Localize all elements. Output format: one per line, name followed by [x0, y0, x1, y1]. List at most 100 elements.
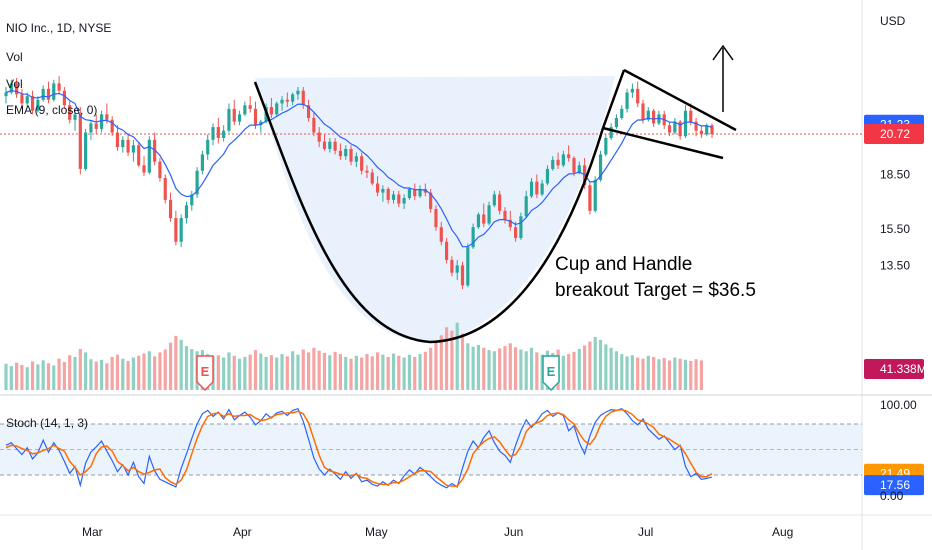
- candle: [667, 121, 672, 137]
- volume-bar: [535, 352, 539, 390]
- candle: [57, 76, 61, 95]
- volume-bar: [439, 335, 443, 390]
- candle-body: [222, 130, 226, 139]
- volume-bar: [524, 351, 528, 390]
- candle-body: [641, 103, 645, 120]
- candle-body: [444, 241, 449, 260]
- candle-body: [25, 96, 29, 104]
- candle-body: [593, 179, 597, 211]
- volume-bar: [641, 358, 645, 390]
- candle: [710, 123, 714, 139]
- candle-body: [57, 83, 61, 91]
- candle-body: [657, 114, 661, 124]
- candle-body: [15, 83, 19, 95]
- candle: [253, 101, 258, 129]
- candle: [614, 114, 619, 129]
- candle: [349, 145, 353, 166]
- earnings-marker: E: [196, 355, 214, 392]
- candle-body: [9, 83, 13, 93]
- volume-bar: [147, 351, 151, 390]
- annotation-line-2: breakout Target = $36.5: [555, 280, 756, 301]
- chart-title: NIO Inc., 1D, NYSE: [6, 21, 111, 35]
- candle-body: [4, 92, 8, 97]
- x-tick-may: May: [365, 525, 388, 539]
- candle: [444, 238, 449, 264]
- candle: [142, 156, 146, 177]
- candle-body: [52, 83, 56, 100]
- volume-bar: [482, 347, 486, 390]
- candle: [694, 117, 698, 137]
- candle-body: [131, 145, 135, 153]
- candle-body: [689, 110, 693, 122]
- volume-bar: [280, 354, 284, 390]
- candle-body: [429, 192, 433, 209]
- candle: [147, 136, 151, 175]
- volume-bar: [30, 361, 35, 390]
- volume-bar: [402, 357, 406, 390]
- candle-body: [269, 107, 274, 115]
- volume-bar: [264, 356, 268, 390]
- candle-body: [184, 205, 189, 219]
- volume-bar: [301, 349, 305, 390]
- candle-body: [434, 208, 438, 228]
- stoch-k-badge-text: 17.56: [880, 478, 910, 492]
- volume-bar: [450, 330, 454, 390]
- candle-body: [652, 110, 656, 124]
- volume-bar: [678, 358, 682, 390]
- candle: [291, 92, 295, 106]
- candle: [365, 165, 369, 179]
- volume-bar: [413, 356, 417, 390]
- candle-body: [126, 139, 130, 153]
- volume-bar: [46, 363, 51, 390]
- candle: [561, 150, 565, 168]
- candle-body: [524, 196, 528, 217]
- candle: [20, 88, 24, 109]
- candle: [89, 119, 93, 140]
- volume-bar: [460, 333, 465, 390]
- candle-body: [30, 96, 35, 111]
- candle-body: [312, 117, 316, 133]
- candle-body: [386, 188, 390, 200]
- candle: [397, 190, 401, 208]
- candle: [184, 201, 189, 224]
- volume-bar: [121, 358, 125, 390]
- volume-bar: [25, 367, 29, 390]
- volume-bar: [15, 362, 19, 390]
- candle-body: [551, 159, 555, 169]
- candle-body: [402, 198, 406, 204]
- candle-body: [572, 158, 576, 173]
- volume-bar: [636, 357, 640, 390]
- candle-body: [375, 183, 380, 193]
- candle-body: [476, 214, 481, 228]
- candle: [625, 88, 629, 113]
- volume-bar: [174, 335, 178, 390]
- volume-bar: [397, 355, 401, 390]
- volume-bar: [344, 356, 348, 390]
- candle-body: [498, 194, 502, 211]
- earnings-marker-shape: [542, 355, 560, 392]
- candle: [636, 81, 640, 108]
- candle: [556, 152, 560, 169]
- candle: [434, 205, 438, 231]
- volume-bar: [253, 350, 258, 390]
- volume-bar: [153, 356, 157, 390]
- candle: [280, 96, 284, 111]
- volume-bar: [57, 358, 61, 390]
- volume-bar: [466, 343, 470, 390]
- candle-body: [121, 139, 125, 148]
- volume-bar: [131, 357, 135, 390]
- candle: [30, 90, 35, 115]
- volume-bar: [142, 353, 146, 390]
- volume-bar: [322, 352, 327, 390]
- candle-body: [211, 127, 215, 140]
- candle-body: [291, 94, 295, 102]
- candle-body: [360, 156, 364, 171]
- volume-bar: [519, 349, 523, 390]
- candle-body: [705, 125, 709, 135]
- volume-bar: [4, 363, 8, 390]
- volume-bar: [593, 336, 597, 390]
- volume-bar: [652, 356, 656, 390]
- candle: [391, 190, 396, 204]
- candle: [673, 117, 677, 135]
- candle: [630, 83, 634, 98]
